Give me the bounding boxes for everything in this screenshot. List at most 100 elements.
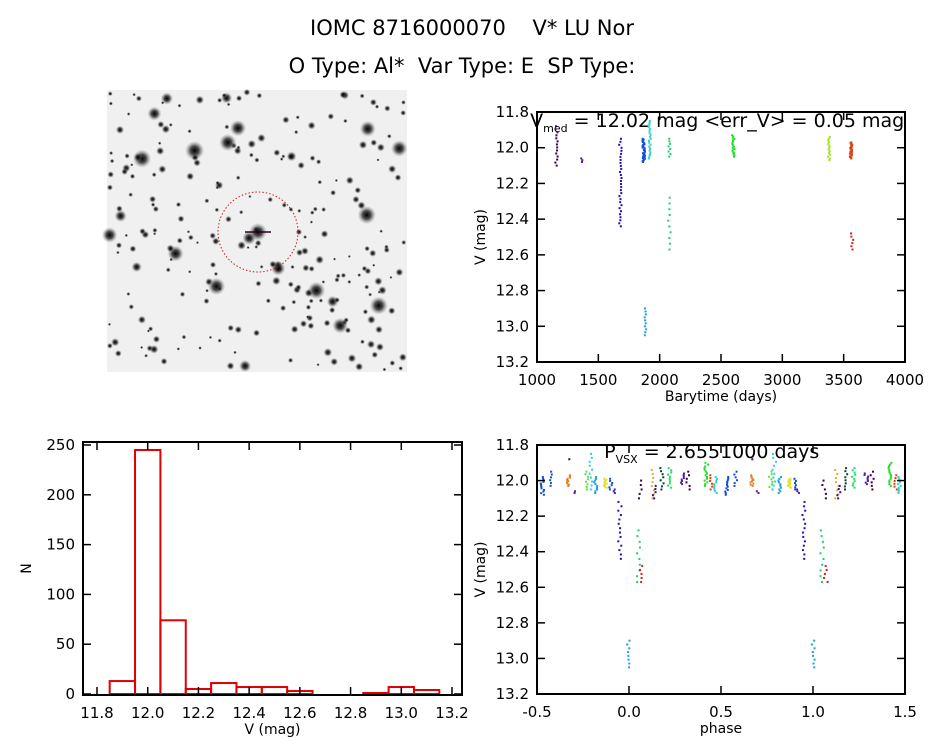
phase-curve-point [661,473,664,476]
light-curve-point [620,149,623,152]
light-curve-title: Vmed = 12.02 mag <err_V> = 0.05 mag [506,88,904,157]
histogram-bar [210,682,238,696]
phase-curve-point [651,472,654,475]
phase-curve-point [715,481,718,484]
phase-curve-point [845,467,848,470]
phase-curve-point [590,452,593,455]
field-star [221,92,227,98]
histogram-xtick-label: 12.2 [182,704,215,722]
field-star [309,220,314,224]
light-curve-point [618,195,621,198]
phase-curve-point [566,482,569,485]
field-star [212,237,220,246]
phase-curve-point [889,477,892,480]
light-curve-point [850,150,853,153]
field-star [372,263,376,267]
light-curve-point [556,158,559,161]
field-star [307,322,315,330]
light-curve-point [618,143,621,146]
field-star [354,186,362,194]
field-star [124,233,129,238]
phase-curve-point [835,481,838,484]
light-curve-point [648,135,651,138]
phase-curve-point [749,481,752,484]
field-star [279,304,287,312]
phase-curve-point [654,484,657,487]
light-curve-ytick-label: 13.0 [496,317,529,335]
field-star [107,171,115,178]
phase-curve-point [810,643,813,646]
light-curve-point [827,139,830,142]
phase-curve-point [585,488,588,491]
histogram-bar [108,680,137,696]
light-curve-point [850,154,853,157]
histogram-xlabel: V (mag) [244,722,300,738]
field-star [375,342,385,352]
field-star [395,268,404,277]
field-star [217,338,222,343]
field-star [386,133,392,139]
field-star [347,353,357,363]
phase-curve-point [733,484,736,487]
field-star [186,172,195,181]
field-star [137,315,147,324]
phase-curve-point [682,477,685,480]
light-curve-point [619,225,622,228]
phase-curve-point [895,474,898,477]
histogram-frame [82,441,463,696]
phase-curve-point [591,468,594,471]
phase-curve-xtick-label: 1.0 [801,703,825,721]
phase-curve-point [844,482,847,485]
phase-curve-point [704,484,707,487]
phase-curve-point [618,531,621,534]
field-star [332,257,337,261]
field-star [287,281,294,288]
phase-curve-xtick-label: 0.5 [709,703,733,721]
light-curve-point [668,213,671,216]
field-star [323,319,331,327]
phase-curve-point [679,481,682,484]
phase-curve-point [804,522,807,525]
light-curve-point [667,219,670,222]
field-star [398,353,407,362]
phase-curve-point [803,540,806,543]
phase-curve-point [573,492,576,495]
light-curve-point [648,123,651,126]
field-star [295,115,300,120]
field-star [185,140,205,161]
field-star [369,98,377,106]
phase-curve-point [888,479,891,482]
phase-curve-point [541,476,544,479]
phase-curve-xlabel: phase [700,721,742,737]
phase-curve-point [724,490,727,493]
phase-curve-point [777,492,780,495]
phase-curve-point [704,465,707,468]
light-curve-title-sub: med [543,121,568,135]
light-curve-xtick-label: 2000 [641,371,679,389]
histogram-ytick-label: 250 [46,436,75,454]
light-curve-point [731,134,734,137]
field-star [107,322,112,327]
phase-curve-point [608,486,611,489]
field-star [129,245,137,253]
field-star [247,139,257,149]
field-star [379,229,383,234]
phase-curve-point [652,477,655,480]
phase-curve-point [867,475,870,478]
field-star [290,325,299,334]
field-star [248,152,254,158]
light-curve-point [649,143,652,146]
phase-curve-point [824,492,827,495]
phase-curve-point [613,488,616,491]
field-star [114,209,127,223]
light-curve-point [649,137,652,140]
phase-curve-point [662,482,665,485]
phase-curve-point [682,473,685,476]
light-curve-point [641,146,644,149]
light-curve-point [555,125,558,128]
aperture-circle [217,191,299,273]
phase-curve-point [596,488,599,491]
phase-curve-point [836,494,839,497]
field-star [375,325,383,334]
